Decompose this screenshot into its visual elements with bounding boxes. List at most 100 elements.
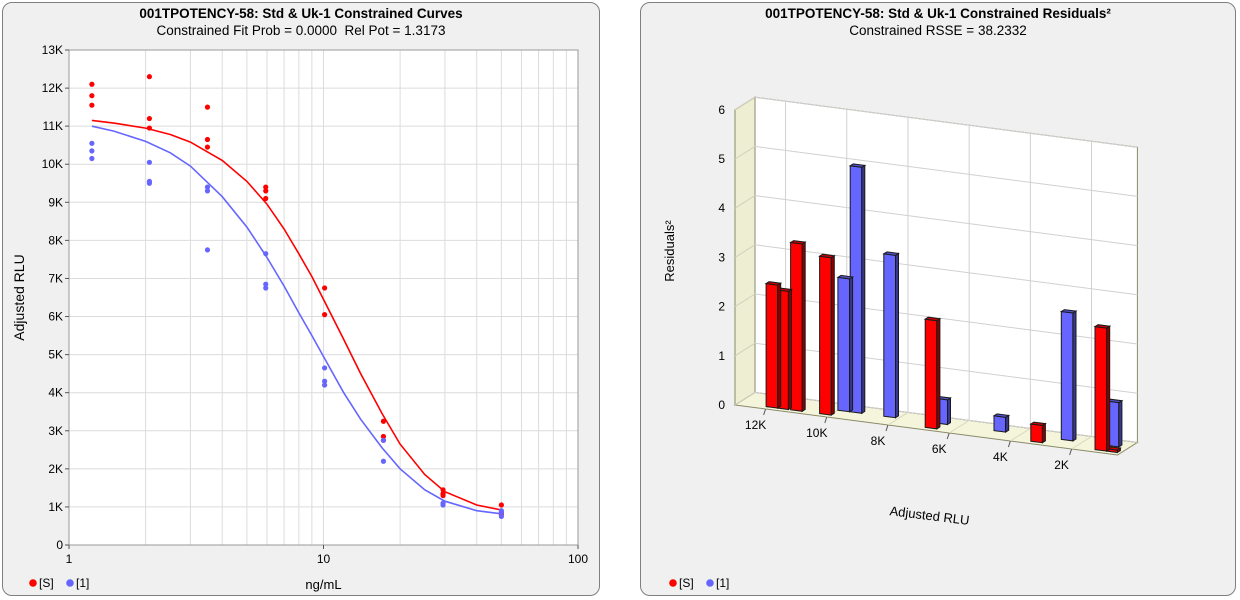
data-point [89,81,95,87]
legend-marker [29,579,37,587]
bar-uk1 [992,413,1011,433]
bar-side-face [787,288,792,411]
z-tick-label: 1 [718,349,725,363]
y-tick-label: 13K [42,43,63,57]
x-tick-mark [763,408,767,416]
data-point [440,492,446,499]
x-tick-label: 10 [317,552,331,566]
x-tick-labels: 12K 10K 8K 6K 4K 2K [745,408,1073,472]
legend-label: [1] [76,576,89,590]
data-point [321,382,328,388]
series-uk1 [89,125,504,520]
y-tick-label: 2K [48,462,63,476]
series-std [89,74,504,518]
z-tick-labels: 0 1 2 3 4 5 6 [718,103,725,412]
side-gridline [734,342,756,357]
x-tick-mark [885,424,889,432]
legend: [S] [1] [29,576,89,590]
bar-side-face [801,241,806,413]
y-tick-label: 6K [48,310,63,324]
x-tick-mark [1069,448,1073,456]
y-tick-label: 5K [48,348,63,362]
x-axis-label: ng/mL [305,577,341,592]
data-point [204,188,211,194]
z-tick-label: 0 [718,398,725,412]
x-tick-label: 100 [568,552,588,566]
data-point [440,487,446,493]
bar-std [789,240,807,413]
data-point [498,513,504,520]
bar-top-face [818,253,836,259]
bar-side-face [895,252,899,419]
bar-top-face [848,163,867,168]
y-tick-label: 1K [48,500,63,514]
y-tick-label: 12K [42,81,63,95]
data-point [263,281,269,287]
bar-front-face [837,276,851,413]
bar-front-face [1030,423,1043,444]
bar-std [923,316,942,430]
data-point [204,104,211,110]
y-tick-label: 3K [48,424,63,438]
bar-front-face [883,253,896,419]
bar-top-face [882,251,900,256]
x-tick-label: 4K [993,450,1008,464]
legend-label: [1] [716,576,729,590]
data-point [440,502,446,508]
side-gridline [734,145,756,160]
legend-label: [S] [679,576,694,590]
side-gridline [734,96,756,111]
side-gridline [734,195,756,209]
fit-curve [91,125,502,515]
z-gridline [754,195,1138,247]
data-point [498,510,504,516]
z-gridline [754,145,1138,197]
x-tick-mark [1007,440,1011,448]
residuals-panel: 001TPOTENCY-58: Std & Uk-1 Constrained R… [640,2,1236,596]
legend: [S] [1] [669,576,729,590]
data-point [380,437,387,443]
y-tick-label: 9K [48,195,63,209]
data-point [146,74,153,80]
bar-side-face [830,254,835,417]
x-tick-mark [946,432,950,440]
data-point [380,433,387,440]
bar-side-face [777,282,782,410]
data-point [321,312,328,318]
data-point [89,140,95,146]
data-point [263,251,269,257]
x-tick-label: 10K [806,426,827,440]
bar-side-face [1041,422,1046,444]
x-tick-label: 6K [932,442,947,456]
bar-side-face [936,317,941,430]
data-point [263,285,269,291]
bar-front-face [765,283,779,409]
bar-std [1029,421,1047,444]
legend-marker [706,579,714,587]
data-point [204,184,211,190]
bar-top-face [789,240,807,245]
z-gridline [754,244,1138,296]
side-gridline [734,293,756,308]
bar-top-face [836,274,855,280]
bar-uk1 [882,251,900,419]
x-tick-label: 8K [871,434,886,448]
curves-panel: 001TPOTENCY-58: Std & Uk-1 Constrained C… [2,2,600,596]
data-point [380,418,387,424]
z-tick-label: 5 [718,152,725,166]
residuals-chart: 0 1 2 3 4 5 6 12K 10K 8K 6K 4K 2K Adjusted RLU Residua… [662,96,1139,590]
bar-side-face [1106,325,1111,453]
x-tick-mark [824,416,828,424]
y-tick-label: 0 [56,538,63,552]
data-point [89,102,95,108]
bar-front-face [924,318,938,430]
data-point [204,144,211,150]
side-gridline [734,244,756,258]
bar-std [818,253,836,417]
y-tick-label: 7K [48,271,63,285]
data-point [263,195,269,202]
z-tick-label: 3 [718,250,725,264]
data-point [204,247,211,253]
bar-side-face [1118,399,1123,448]
data-point [321,285,328,291]
